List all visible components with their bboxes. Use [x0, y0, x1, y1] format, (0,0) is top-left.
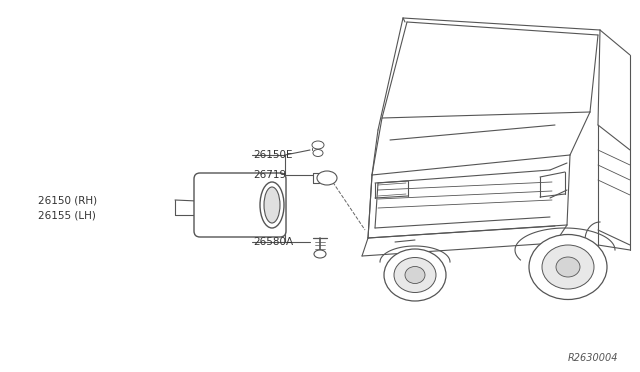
Ellipse shape: [384, 249, 446, 301]
Text: 26719: 26719: [253, 170, 286, 180]
Text: R2630004: R2630004: [568, 353, 618, 363]
Ellipse shape: [529, 234, 607, 299]
FancyBboxPatch shape: [194, 173, 286, 237]
Text: 26155 (LH): 26155 (LH): [38, 210, 96, 220]
Ellipse shape: [260, 182, 284, 228]
Ellipse shape: [314, 250, 326, 258]
Text: 26150E: 26150E: [253, 150, 292, 160]
Ellipse shape: [405, 266, 425, 283]
Ellipse shape: [394, 257, 436, 292]
Ellipse shape: [317, 171, 337, 185]
Ellipse shape: [542, 245, 594, 289]
Ellipse shape: [556, 257, 580, 277]
Text: 26150 (RH): 26150 (RH): [38, 195, 97, 205]
Ellipse shape: [264, 187, 280, 223]
Ellipse shape: [312, 141, 324, 149]
Ellipse shape: [313, 150, 323, 157]
Text: 26580A: 26580A: [253, 237, 293, 247]
